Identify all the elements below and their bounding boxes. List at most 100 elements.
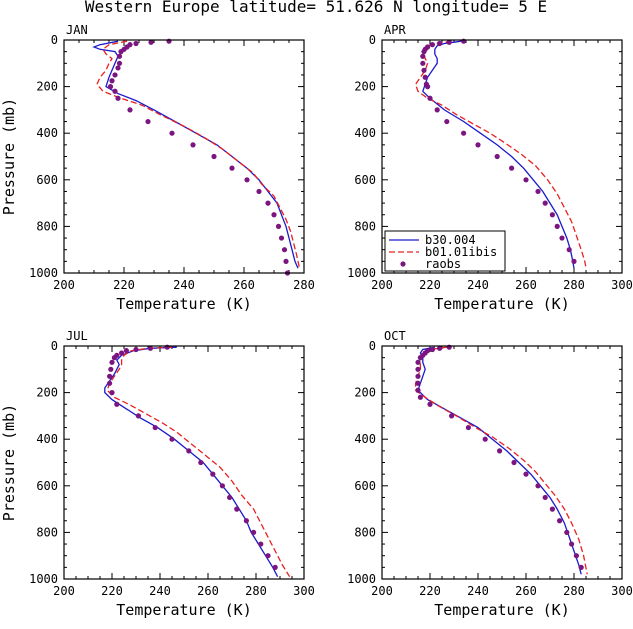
raobs-point bbox=[461, 130, 467, 136]
series-line-b30-004 bbox=[417, 346, 582, 575]
raobs-point bbox=[497, 448, 503, 454]
x-tick-label: 300 bbox=[293, 584, 315, 598]
raobs-point bbox=[119, 350, 125, 356]
x-tick-label: 220 bbox=[419, 278, 441, 292]
raobs-point bbox=[446, 39, 452, 45]
raobs-point bbox=[229, 165, 235, 171]
series-line-b01-01ibis bbox=[106, 346, 291, 578]
x-tick-label: 260 bbox=[233, 278, 255, 292]
raobs-point bbox=[571, 258, 577, 264]
raobs-point bbox=[421, 67, 427, 73]
x-tick-label: 280 bbox=[293, 278, 315, 292]
raobs-point bbox=[415, 359, 421, 365]
raobs-point bbox=[465, 424, 471, 431]
x-tick-label: 220 bbox=[113, 278, 135, 292]
plot-frame bbox=[63, 39, 305, 274]
raobs-point bbox=[461, 38, 467, 44]
raobs-point bbox=[542, 200, 548, 206]
y-tick-label: 400 bbox=[36, 432, 58, 446]
raobs-point bbox=[283, 258, 289, 264]
series-line-b30-004 bbox=[92, 40, 299, 269]
y-tick-label: 1000 bbox=[347, 266, 376, 280]
panel-jul: 200 220 240 260 280 300 0 200 400 600 800 1000 Tempe… bbox=[0, 329, 315, 619]
raobs-point bbox=[219, 483, 225, 489]
raobs-point bbox=[166, 38, 172, 44]
raobs-point bbox=[227, 494, 233, 501]
raobs-point bbox=[494, 153, 500, 160]
raobs-point bbox=[509, 165, 515, 171]
figure-title: Western Europe latitude= 51.626 N longit… bbox=[85, 0, 547, 16]
y-tick-label: 600 bbox=[354, 173, 376, 187]
series-raobs bbox=[415, 344, 584, 570]
raobs-point bbox=[127, 107, 133, 113]
x-tick-label: 300 bbox=[611, 278, 633, 292]
x-tick-label: 200 bbox=[371, 584, 393, 598]
y-tick-label: 400 bbox=[354, 126, 376, 140]
x-tick-label: 240 bbox=[467, 584, 489, 598]
x-tick-label: 200 bbox=[53, 278, 75, 292]
raobs-point bbox=[109, 78, 115, 84]
y-tick-label: 1000 bbox=[347, 572, 376, 586]
y-tick-label: 0 bbox=[51, 339, 58, 353]
raobs-point bbox=[427, 401, 433, 407]
raobs-point bbox=[434, 107, 440, 113]
raobs-point bbox=[535, 188, 541, 195]
plot-frame bbox=[381, 39, 623, 274]
y-tick-label: 0 bbox=[51, 33, 58, 47]
raobs-point bbox=[542, 494, 548, 501]
raobs-point bbox=[243, 518, 249, 524]
raobs-point bbox=[429, 346, 435, 353]
y-axis-label: Pressure (mb) bbox=[0, 404, 18, 521]
legend-label: b30.004 bbox=[425, 233, 476, 247]
y-axis-label: Pressure (mb) bbox=[0, 98, 18, 215]
raobs-point bbox=[116, 53, 123, 59]
x-axis-label: Temperature (K) bbox=[116, 601, 251, 619]
raobs-point bbox=[164, 344, 170, 350]
y-tick-label: 1000 bbox=[29, 572, 58, 586]
raobs-point bbox=[133, 40, 139, 47]
raobs-point bbox=[511, 459, 517, 466]
raobs-point bbox=[449, 413, 455, 419]
raobs-point bbox=[109, 390, 115, 396]
raobs-point bbox=[133, 346, 139, 353]
raobs-point bbox=[272, 564, 278, 570]
x-axis-label: Temperature (K) bbox=[434, 601, 569, 619]
panel-label: OCT bbox=[384, 329, 406, 343]
raobs-point bbox=[256, 188, 262, 195]
raobs-point bbox=[251, 529, 257, 536]
raobs-point bbox=[265, 553, 271, 559]
raobs-point bbox=[271, 212, 277, 218]
raobs-point bbox=[554, 223, 560, 229]
legend-label: b01.01ibis bbox=[425, 245, 497, 259]
raobs-point bbox=[118, 49, 124, 55]
raobs-point bbox=[211, 153, 217, 160]
raobs-point bbox=[115, 95, 121, 101]
raobs-point bbox=[415, 366, 421, 372]
raobs-point bbox=[190, 142, 196, 148]
panel-oct: 200 220 240 260 280 300 0 200 400 600 800 1000 Tempe… bbox=[347, 329, 633, 619]
y-tick-label: 600 bbox=[36, 479, 58, 493]
raobs-point bbox=[415, 387, 421, 393]
y-tick-label: 200 bbox=[36, 386, 58, 400]
x-tick-label: 200 bbox=[371, 278, 393, 292]
raobs-point bbox=[114, 401, 120, 407]
panel-label: JUL bbox=[66, 329, 88, 343]
series-raobs bbox=[420, 38, 577, 264]
raobs-point bbox=[549, 212, 556, 218]
x-tick-label: 260 bbox=[515, 584, 537, 598]
raobs-point bbox=[564, 529, 570, 536]
raobs-point bbox=[415, 373, 421, 379]
raobs-point bbox=[107, 373, 113, 379]
legend-label: raobs bbox=[425, 257, 461, 271]
raobs-point bbox=[278, 235, 285, 241]
y-tick-label: 1000 bbox=[29, 266, 58, 280]
raobs-point bbox=[265, 200, 271, 206]
raobs-point bbox=[116, 60, 123, 66]
raobs-point bbox=[566, 247, 572, 253]
raobs-point bbox=[148, 39, 154, 45]
raobs-point bbox=[111, 355, 117, 361]
y-tick-label: 200 bbox=[354, 386, 376, 400]
series-raobs bbox=[107, 344, 278, 570]
x-tick-label: 280 bbox=[563, 584, 585, 598]
